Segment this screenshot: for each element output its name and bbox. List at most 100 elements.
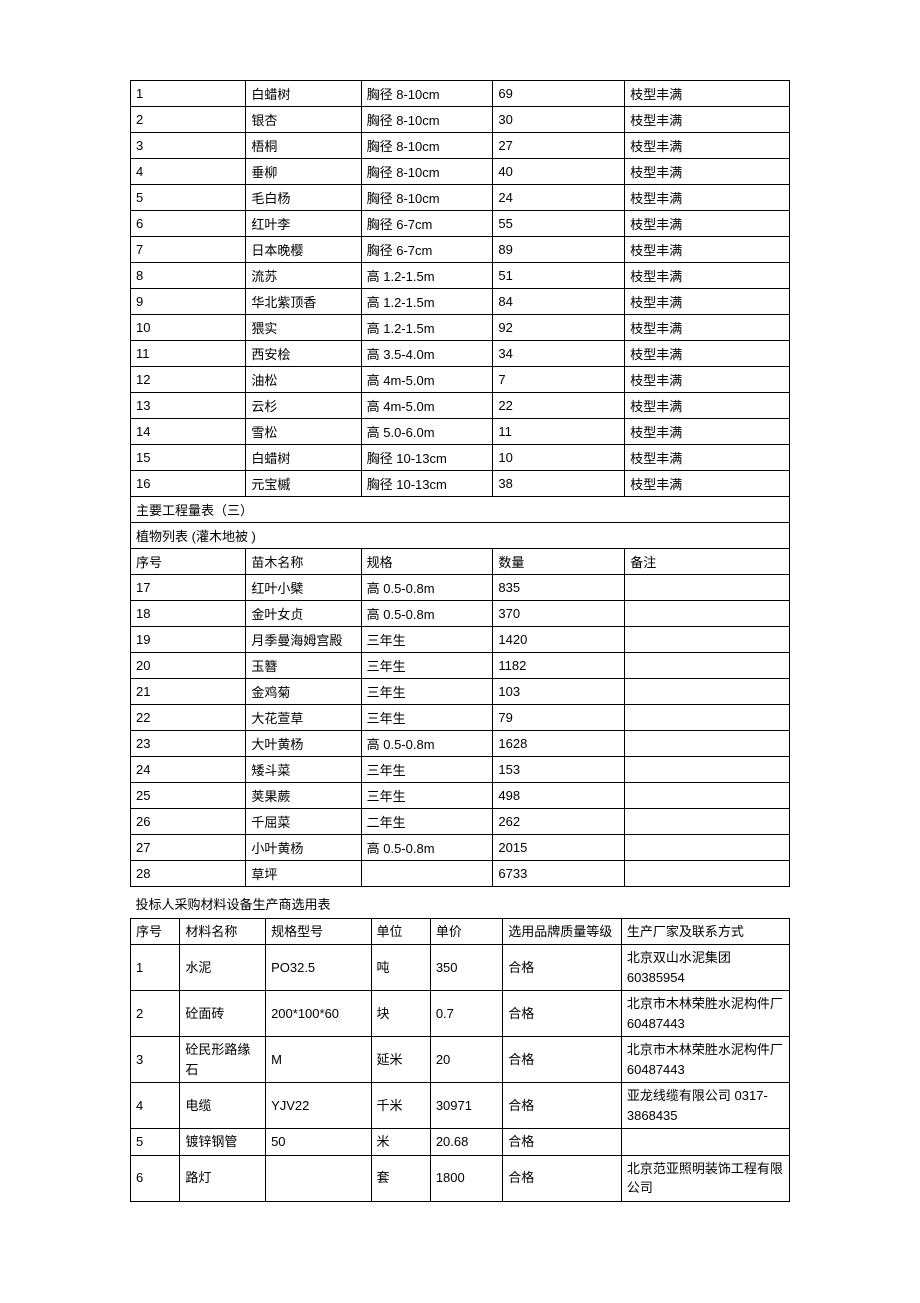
tree-cell: 22 — [493, 393, 625, 419]
vendor-cell: 50 — [266, 1129, 371, 1156]
tree-row: 2银杏胸径 8-10cm30枝型丰满 — [131, 107, 790, 133]
shrub-cell: 20 — [131, 653, 246, 679]
shrub-cell — [625, 653, 790, 679]
vcol-model: 规格型号 — [266, 918, 371, 945]
vendor-caption: 投标人采购材料设备生产商选用表 — [131, 892, 790, 918]
shrub-cell: 1182 — [493, 653, 625, 679]
shrub-cell — [625, 731, 790, 757]
shrub-row: 24矮斗菜三年生153 — [131, 757, 790, 783]
shrub-row: 23大叶黄杨高 0.5-0.8m1628 — [131, 731, 790, 757]
tree-cell: 34 — [493, 341, 625, 367]
shrub-cell: 高 0.5-0.8m — [361, 575, 493, 601]
col-seq: 序号 — [131, 549, 246, 575]
vendor-cell: 套 — [371, 1155, 430, 1201]
vcol-grade: 选用品牌质量等级 — [503, 918, 622, 945]
tree-cell: 胸径 6-7cm — [361, 211, 493, 237]
shrub-cell: 27 — [131, 835, 246, 861]
shrub-cell: 25 — [131, 783, 246, 809]
vendor-cell: 3 — [131, 1037, 180, 1083]
shrub-cell: 小叶黄杨 — [246, 835, 361, 861]
tree-cell: 55 — [493, 211, 625, 237]
tree-cell: 24 — [493, 185, 625, 211]
vendor-cell: 20.68 — [430, 1129, 502, 1156]
tree-cell: 枝型丰满 — [625, 419, 790, 445]
vendor-cell: 砼面砖 — [180, 991, 266, 1037]
subsection-title-row: 植物列表 (灌木地被 ) — [131, 523, 790, 549]
tree-cell: 高 5.0-6.0m — [361, 419, 493, 445]
tree-cell: 枝型丰满 — [625, 211, 790, 237]
shrub-cell: 三年生 — [361, 653, 493, 679]
tree-cell: 10 — [493, 445, 625, 471]
vendor-cell: 合格 — [503, 1155, 622, 1201]
shrub-cell — [625, 627, 790, 653]
tree-cell: 胸径 8-10cm — [361, 81, 493, 107]
col-remark: 备注 — [625, 549, 790, 575]
tree-cell: 梧桐 — [246, 133, 361, 159]
shrub-row: 25荚果蕨三年生498 — [131, 783, 790, 809]
shrub-cell: 18 — [131, 601, 246, 627]
shrub-cell: 金叶女贞 — [246, 601, 361, 627]
shrub-row: 21金鸡菊三年生103 — [131, 679, 790, 705]
tree-cell: 5 — [131, 185, 246, 211]
tree-cell: 38 — [493, 471, 625, 497]
tree-cell: 云杉 — [246, 393, 361, 419]
vendor-cell: 吨 — [371, 945, 430, 991]
vendor-cell: 北京范亚照明装饰工程有限公司 — [621, 1155, 789, 1201]
tree-cell: 高 1.2-1.5m — [361, 263, 493, 289]
tree-cell: 猥实 — [246, 315, 361, 341]
tree-cell: 胸径 10-13cm — [361, 471, 493, 497]
shrub-cell: 6733 — [493, 861, 625, 887]
vendor-cell: 合格 — [503, 1083, 622, 1129]
col-qty: 数量 — [493, 549, 625, 575]
tree-cell: 西安桧 — [246, 341, 361, 367]
shrub-row: 27小叶黄杨高 0.5-0.8m2015 — [131, 835, 790, 861]
vendor-cell: 北京市木林荣胜水泥构件厂 60487443 — [621, 1037, 789, 1083]
tree-cell: 枝型丰满 — [625, 367, 790, 393]
vendor-cell: 水泥 — [180, 945, 266, 991]
tree-cell: 7 — [131, 237, 246, 263]
tree-cell: 日本晚樱 — [246, 237, 361, 263]
vendor-cell: 1800 — [430, 1155, 502, 1201]
shrub-row: 22大花萱草三年生79 — [131, 705, 790, 731]
shrub-cell: 1420 — [493, 627, 625, 653]
tree-cell: 枝型丰满 — [625, 107, 790, 133]
tree-cell: 4 — [131, 159, 246, 185]
tree-row: 6红叶李胸径 6-7cm55枝型丰满 — [131, 211, 790, 237]
tree-cell: 枝型丰满 — [625, 81, 790, 107]
vendor-cell: 合格 — [503, 1129, 622, 1156]
shrub-cell — [361, 861, 493, 887]
tree-cell: 银杏 — [246, 107, 361, 133]
tree-cell: 胸径 8-10cm — [361, 185, 493, 211]
vendor-cell: 电缆 — [180, 1083, 266, 1129]
shrub-cell: 21 — [131, 679, 246, 705]
tree-cell: 胸径 8-10cm — [361, 159, 493, 185]
shrub-cell: 24 — [131, 757, 246, 783]
shrub-cell: 17 — [131, 575, 246, 601]
shrub-cell: 28 — [131, 861, 246, 887]
tree-row: 8流苏高 1.2-1.5m51枝型丰满 — [131, 263, 790, 289]
tree-cell: 1 — [131, 81, 246, 107]
tree-row: 15白蜡树胸径 10-13cm10枝型丰满 — [131, 445, 790, 471]
tree-cell: 30 — [493, 107, 625, 133]
tree-cell: 胸径 6-7cm — [361, 237, 493, 263]
tree-cell: 15 — [131, 445, 246, 471]
tree-cell: 元宝槭 — [246, 471, 361, 497]
shrub-cell: 三年生 — [361, 705, 493, 731]
vcol-unit: 单位 — [371, 918, 430, 945]
tree-cell: 89 — [493, 237, 625, 263]
tree-cell: 高 4m-5.0m — [361, 367, 493, 393]
shrub-header-row: 序号 苗木名称 规格 数量 备注 — [131, 549, 790, 575]
shrub-cell: 金鸡菊 — [246, 679, 361, 705]
shrub-cell — [625, 809, 790, 835]
shrub-row: 19月季曼海姆宫殿三年生1420 — [131, 627, 790, 653]
vendor-cell: 路灯 — [180, 1155, 266, 1201]
tree-cell: 枝型丰满 — [625, 471, 790, 497]
tree-cell: 92 — [493, 315, 625, 341]
tree-cell: 12 — [131, 367, 246, 393]
tree-cell: 27 — [493, 133, 625, 159]
tree-cell: 高 3.5-4.0m — [361, 341, 493, 367]
tree-cell: 高 1.2-1.5m — [361, 315, 493, 341]
vendor-cell: 合格 — [503, 945, 622, 991]
tree-cell: 油松 — [246, 367, 361, 393]
col-plantname: 苗木名称 — [246, 549, 361, 575]
